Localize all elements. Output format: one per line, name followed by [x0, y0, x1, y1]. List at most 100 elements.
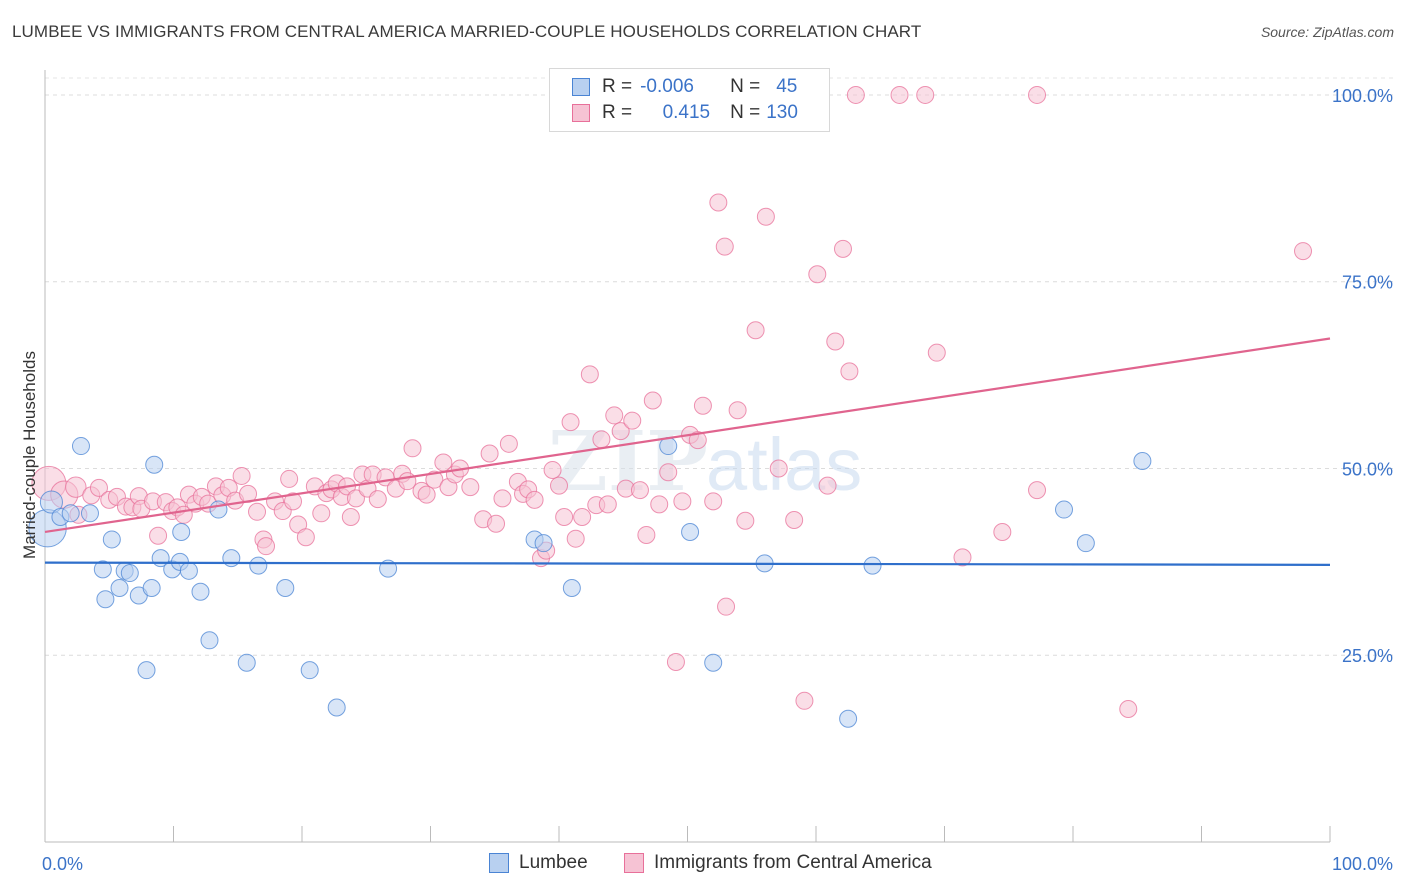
lumbee-point — [39, 490, 63, 514]
central-america-point — [398, 472, 417, 491]
lumbee-point — [110, 579, 129, 597]
lumbee-point — [172, 522, 191, 541]
lumbee-point — [327, 698, 346, 717]
lumbee-point — [562, 579, 581, 597]
central-america-point — [993, 522, 1012, 541]
legend-label-lumbee: Lumbee — [519, 852, 588, 873]
central-america-point — [846, 85, 865, 104]
central-america-point — [795, 691, 814, 710]
lumbee-point — [276, 579, 295, 597]
central-america-point — [280, 469, 299, 488]
central-america-point — [736, 511, 755, 530]
x-tick-label-max: 100.0% — [1332, 854, 1393, 874]
n-label: N = — [730, 76, 761, 97]
lumbee-legend-swatch — [489, 853, 509, 873]
lumbee-point — [120, 564, 139, 583]
central-america-point — [592, 430, 611, 449]
central-america-point — [461, 478, 480, 497]
central-america-point — [1028, 85, 1047, 104]
central-america-point — [555, 508, 574, 527]
y-tick-label: 100.0% — [1332, 86, 1393, 106]
lumbee-point — [191, 582, 210, 601]
legend-row-central-america: R = 0.415 N = 130 — [572, 101, 798, 125]
central-america-point — [1119, 700, 1138, 719]
central-america-point — [1294, 242, 1313, 261]
lumbee-point — [93, 560, 112, 579]
central-america-point — [826, 332, 845, 351]
central-america-point — [693, 396, 712, 415]
lumbee-point — [300, 661, 319, 680]
central-america-point — [296, 528, 315, 547]
central-america-point — [927, 343, 946, 362]
central-america-point — [580, 365, 599, 384]
legend-row-lumbee: R = -0.006 N = 45 — [572, 75, 797, 99]
central-america-point — [659, 463, 678, 482]
lumbee-point — [1055, 500, 1074, 519]
central-america-legend-swatch — [624, 853, 644, 873]
source-label: Source: ZipAtlas.com — [1260, 24, 1394, 40]
central-america-point — [487, 514, 506, 533]
lumbee-point — [142, 579, 161, 597]
lumbee-point — [681, 522, 700, 541]
central-america-point — [709, 193, 728, 212]
series-legend: Lumbee Immigrants from Central America — [0, 852, 1406, 878]
central-america-point — [543, 460, 562, 479]
central-america-point — [232, 466, 251, 485]
central-america-point — [916, 85, 935, 104]
lumbee-point — [237, 653, 256, 672]
central-america-point — [688, 431, 707, 450]
lumbee-point — [1133, 452, 1152, 470]
central-america-point — [756, 207, 775, 226]
central-america-point — [623, 411, 642, 430]
lumbee-point — [200, 631, 219, 650]
central-america-point — [605, 406, 624, 425]
central-america-point — [643, 391, 662, 410]
central-america-point — [525, 490, 544, 509]
central-america-point — [368, 490, 387, 509]
central-america-point — [425, 470, 444, 489]
central-america-point — [403, 439, 422, 458]
central-america-point — [257, 537, 276, 556]
lumbee-point — [145, 455, 164, 474]
central-america-point — [312, 504, 331, 523]
chart-title: LUMBEE VS IMMIGRANTS FROM CENTRAL AMERIC… — [12, 22, 922, 41]
lumbee-swatch — [572, 78, 590, 96]
r-label: R = — [602, 76, 633, 97]
central-america-point — [769, 459, 788, 478]
lumbee-point — [61, 504, 80, 523]
central-america-point — [808, 265, 827, 284]
y-tick-label: 75.0% — [1342, 273, 1393, 293]
central-america-point — [637, 525, 656, 544]
central-america-point — [341, 508, 360, 527]
r-value: -0.006 — [640, 76, 694, 97]
lumbee-point — [209, 500, 228, 519]
central-america-point — [1028, 481, 1047, 500]
central-america-point — [715, 237, 734, 256]
lumbee-point — [863, 556, 882, 575]
central-america-point — [840, 362, 859, 381]
central-america-point — [573, 508, 592, 527]
central-america-point — [833, 239, 852, 258]
central-america-point — [717, 597, 736, 616]
central-america-point — [728, 401, 747, 420]
central-america-point — [611, 422, 630, 441]
correlation-legend: R = -0.006 N = 45 R = 0.415 N = 130 — [549, 68, 830, 132]
central-america-point — [890, 85, 909, 104]
lumbee-point — [704, 653, 723, 672]
y-tick-label: 25.0% — [1342, 646, 1393, 666]
lumbee-point — [222, 549, 241, 568]
central-america-point — [284, 492, 303, 511]
central-america-point — [248, 502, 267, 521]
central-america-trendline — [44, 337, 1331, 534]
legend-item-central-america: Immigrants from Central America — [624, 852, 932, 874]
central-america-swatch — [572, 104, 590, 122]
central-america-point — [650, 495, 669, 514]
central-america-point — [480, 444, 499, 463]
central-america-point — [89, 478, 108, 497]
lumbee-point — [249, 556, 268, 575]
n-label: N = — [730, 102, 761, 123]
central-america-point — [704, 492, 723, 511]
n-value: 130 — [766, 102, 798, 123]
r-value: 0.415 — [662, 102, 711, 123]
